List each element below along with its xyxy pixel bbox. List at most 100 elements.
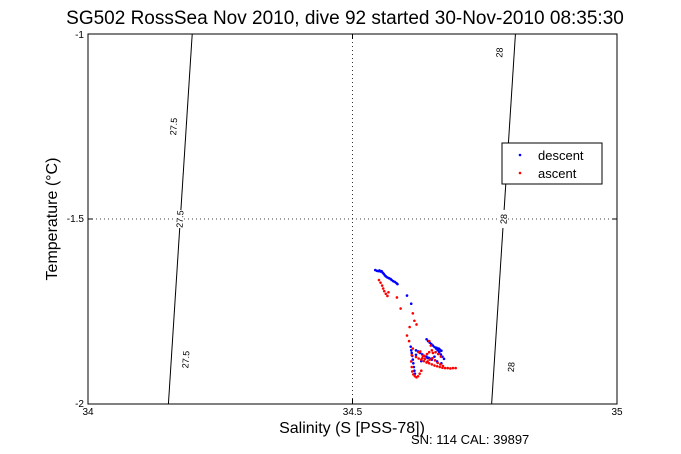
contour-label-bg [169, 117, 178, 136]
ascent-point [454, 366, 457, 370]
ascent-point [379, 281, 382, 284]
series-descent [373, 268, 446, 375]
ascent-point [435, 364, 439, 368]
descent-point [442, 357, 446, 361]
series-ascent [377, 278, 457, 379]
ascent-point [417, 357, 420, 360]
ascent-point [399, 307, 402, 310]
ascent-point [407, 339, 411, 343]
descent-point [414, 353, 418, 357]
ascent-point [381, 287, 385, 290]
ascent-point [423, 357, 427, 361]
ascent-point [425, 352, 429, 356]
descent-point [435, 346, 438, 350]
ascent-point [419, 369, 423, 373]
ascent-point [409, 360, 413, 363]
ascent-point [410, 370, 414, 373]
descent-point [414, 349, 418, 352]
legend-label-descent: descent [538, 148, 584, 163]
ascent-point [421, 354, 425, 358]
contour-label: 27.5 [180, 351, 191, 369]
ascent-point [438, 365, 442, 369]
ascent-point [431, 356, 434, 360]
ascent-point [430, 363, 434, 366]
ascent-point [405, 334, 409, 337]
ascent-point [430, 349, 434, 352]
ascent-point [387, 290, 390, 294]
ascent-point [410, 365, 414, 369]
ascent-point [416, 374, 420, 378]
descent-point [433, 355, 436, 358]
descent-point [411, 358, 415, 361]
chart-title: SG502 RossSea Nov 2010, dive 92 started … [66, 8, 624, 29]
descent-point [396, 282, 399, 286]
ascent-point [412, 373, 415, 376]
ascent-point [433, 364, 436, 367]
ascent-point [384, 292, 388, 296]
axis-ticks [87, 33, 618, 405]
y-tick-label: -1 [75, 30, 84, 41]
ascent-point [436, 361, 439, 365]
ascent-point [386, 294, 389, 298]
ascent-point [439, 363, 442, 366]
ascent-point [429, 344, 433, 347]
ascent-point [431, 351, 435, 355]
descent-point [412, 362, 415, 365]
ascent-point [427, 362, 431, 365]
contour-label-bg [176, 210, 185, 228]
contour-label: 27.5 [174, 210, 185, 228]
ascent-point [411, 312, 415, 315]
ascent-point [380, 284, 384, 287]
contour-label-bg [495, 43, 504, 62]
ascent-point [433, 359, 437, 362]
ascent-point [434, 350, 437, 354]
ascent-point [451, 366, 455, 370]
descent-point [409, 345, 412, 348]
ascent-point [411, 347, 415, 350]
ascent-point [449, 367, 452, 370]
contour-label: 28 [498, 214, 509, 225]
ascent-point [410, 353, 414, 357]
contour-label-bg [507, 358, 516, 376]
descent-point [409, 349, 413, 352]
y-tick-label: -1.5 [67, 214, 85, 225]
x-axis-label: Salinity (S [PSS-78]) [279, 420, 425, 437]
ascent-point [418, 350, 422, 353]
contour-label: 27.5 [168, 117, 179, 135]
data-series [373, 268, 457, 379]
x-tick-label: 35 [611, 407, 623, 418]
ascent-point [415, 323, 418, 326]
ascent-point [427, 339, 431, 343]
y-tick-label: -2 [75, 399, 84, 410]
ascent-point [408, 325, 411, 329]
contour-label: 28 [494, 47, 505, 58]
x-tick-label: 34 [82, 407, 94, 418]
y-axis-label: Temperature (°C) [44, 158, 61, 281]
ascent-point [441, 364, 445, 368]
ascent-point [426, 360, 429, 363]
x-tick-labels: 34 34.5 35 [82, 407, 623, 418]
ascent-point [421, 356, 424, 360]
descent-point [425, 337, 428, 341]
descent-point [413, 369, 416, 373]
descent-point [412, 365, 416, 369]
ascent-point [395, 296, 399, 299]
legend-marker-descent [518, 153, 522, 157]
descent-point [439, 353, 443, 356]
ascent-point [427, 350, 431, 354]
legend-marker-ascent [518, 171, 522, 175]
descent-point [426, 356, 429, 360]
y-tick-labels: -1 -1.5 -2 [67, 30, 85, 410]
ascent-point [418, 372, 421, 375]
descent-point [405, 294, 409, 297]
descent-point [410, 351, 414, 355]
ascent-point [428, 358, 432, 361]
ascent-point [443, 366, 447, 370]
serial-cal-footer: SN: 114 CAL: 39897 [411, 432, 529, 447]
ascent-point [414, 355, 418, 359]
density-contours: 27.5 27.5 27.5 28 28 28 [167, 33, 517, 405]
ascent-point [422, 359, 426, 363]
descent-point [440, 349, 443, 353]
descent-point [409, 302, 413, 306]
